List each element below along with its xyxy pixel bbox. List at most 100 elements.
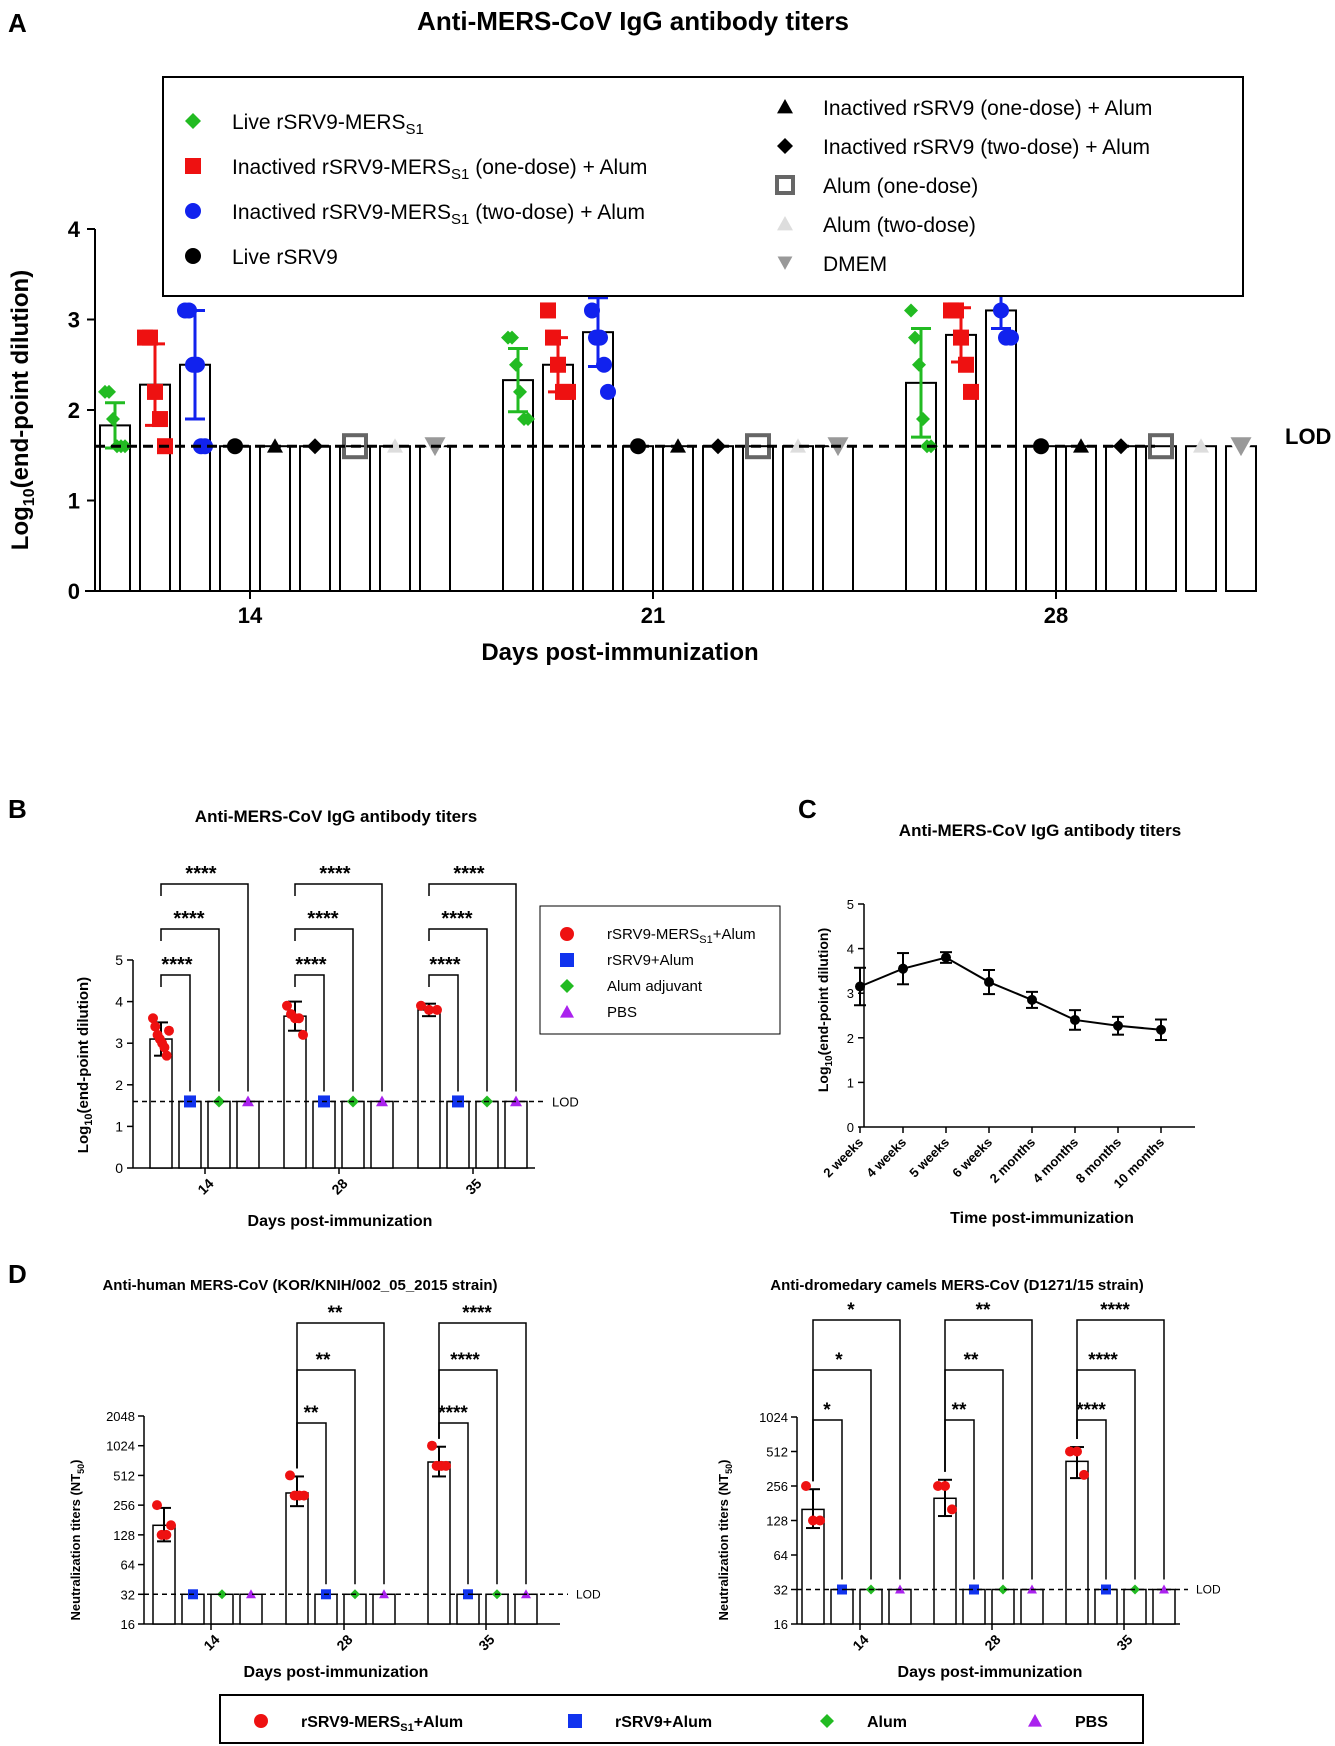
panel-a-data-point — [908, 330, 922, 345]
panel-d1-y-tick-label: 32 — [121, 1587, 135, 1602]
panel-a-data-point — [540, 302, 556, 319]
panel-d2-significance-label: **** — [1100, 1300, 1130, 1321]
panel-c-chart: Anti-MERS-CoV IgG antibody titers Log10(e… — [815, 821, 1195, 1227]
panel-d2-significance-label: ** — [964, 1350, 979, 1371]
panel-b-data-point — [159, 1042, 170, 1053]
panel-d2-data-point — [1072, 1446, 1082, 1457]
panel-d1-significance-bracket — [296, 1322, 385, 1585]
panel-a-data-point — [545, 329, 561, 346]
panel-a-bar — [702, 445, 734, 593]
panel-b-significance-bracket — [294, 974, 325, 1092]
panel-b-bar — [236, 1100, 260, 1169]
panel-b-bar — [446, 1100, 470, 1169]
panel-a-y-tick-label: 1 — [68, 489, 80, 514]
panel-c-data-point — [984, 977, 994, 988]
panel-d2-category-label: 28 — [981, 1631, 1003, 1653]
panel-d1-data-point — [217, 1589, 227, 1600]
panel-b-legend-marker — [560, 927, 574, 941]
panel-b-bar — [475, 1100, 499, 1169]
panel-d2-significance-label: ** — [952, 1400, 967, 1421]
panel-c-y-tick-label: 0 — [847, 1120, 854, 1135]
panel-a-legend-marker — [775, 175, 795, 195]
panel-a-bar — [742, 445, 774, 593]
panel-d1-data-point — [285, 1470, 295, 1481]
panel-b-category-label: 14 — [194, 1175, 216, 1197]
panel-a-data-point — [904, 303, 918, 318]
panel-d2-data-point — [1079, 1469, 1089, 1480]
panel-b-data-point — [150, 1021, 161, 1032]
panel-a-data-point — [147, 383, 163, 400]
panel-d2-chart: Anti-dromedary camels MERS-CoV (D1271/15… — [716, 1277, 1221, 1681]
panel-d1-category-label: 14 — [200, 1631, 222, 1653]
panel-b-bar — [417, 1009, 441, 1169]
panel-a-data-point — [521, 412, 535, 427]
panel-a-bar — [419, 445, 451, 593]
panel-a-legend-marker — [185, 113, 201, 129]
panel-a-legend-label: Inactived rSRV9-MERSS1 (two-dose) + Alum — [232, 201, 645, 228]
panel-a-chart: Anti-MERS-CoV IgG antibody titers Log10(e… — [7, 6, 1331, 666]
panel-d2-significance-bracket — [812, 1319, 901, 1580]
panel-c-x-tick-label: 2 weeks — [820, 1135, 866, 1181]
panel-b-data-point — [424, 1004, 434, 1015]
panel-d1-bar — [372, 1593, 396, 1625]
panel-d2-significance-bracket — [1076, 1319, 1165, 1580]
panel-d1-category-label: 35 — [475, 1631, 497, 1653]
panel-c-x-tick-label: 4 weeks — [863, 1135, 909, 1181]
panel-d2-x-label: Days post-immunization — [898, 1664, 1083, 1681]
panel-b-significance-bracket — [160, 974, 191, 1092]
panel-b-bar — [312, 1100, 336, 1169]
panel-d2-data-point — [1159, 1584, 1169, 1594]
panel-d1-significance-label: **** — [450, 1350, 480, 1371]
panel-d-legend-label: rSRV9-MERSS1+Alum — [301, 1714, 463, 1734]
panel-b-significance-bracket — [294, 883, 383, 1092]
panel-b-bar — [341, 1100, 365, 1169]
panel-a-y-tick-label: 0 — [68, 579, 80, 604]
panel-a-data-point — [1003, 329, 1019, 346]
panel-b-significance-bracket — [294, 928, 354, 1092]
panel-c-title: Anti-MERS-CoV IgG antibody titers — [899, 821, 1181, 840]
panel-a-data-point — [993, 302, 1009, 319]
panel-a-data-point — [953, 329, 969, 346]
panel-c-y-tick-label: 5 — [847, 897, 854, 912]
panel-b-significance-label: **** — [429, 954, 460, 976]
panel-d1-significance-label: **** — [462, 1303, 492, 1324]
panel-d2-bar — [1123, 1588, 1147, 1625]
panel-b-significance-bracket — [428, 928, 488, 1092]
panel-a-legend-label: Alum (one-dose) — [823, 175, 978, 198]
panel-b-lod-label: LOD — [552, 1094, 579, 1109]
panel-b-y-tick-label: 1 — [115, 1118, 123, 1134]
panel-c-x-tick-label: 2 months — [987, 1135, 1038, 1186]
panel-d1-significance-label: ** — [328, 1303, 343, 1324]
panel-b-legend-box — [539, 905, 781, 1035]
panel-a-data-point — [958, 356, 974, 373]
panel-b-data-point — [416, 1000, 426, 1011]
panel-a-data-point — [916, 412, 930, 427]
panel-a-data-point — [592, 329, 608, 346]
panel-d2-data-point — [815, 1515, 825, 1526]
panel-d2-y-tick-label: 64 — [774, 1548, 788, 1563]
panel-d2-bar — [888, 1588, 912, 1625]
panel-d1-bar — [285, 1492, 309, 1625]
panel-a-data-point — [1225, 434, 1257, 463]
panel-a-data-point — [513, 384, 527, 399]
panel-c-data-point — [1113, 1020, 1123, 1031]
panel-a-data-point — [387, 438, 403, 453]
panel-a-bar — [622, 445, 654, 593]
panel-d2-title: Anti-dromedary camels MERS-CoV (D1271/15… — [770, 1277, 1143, 1294]
panel-a-data-point — [1193, 438, 1209, 453]
panel-c-x-tick-label: 4 months — [1030, 1135, 1081, 1186]
panel-a-bar — [299, 445, 331, 593]
panel-b-legend-label: PBS — [607, 1004, 637, 1021]
panel-d-legend-marker — [568, 1714, 582, 1728]
panel-a-y-tick-label: 2 — [68, 398, 80, 423]
panel-b-y-tick-label: 2 — [115, 1077, 123, 1093]
panel-a-title: Anti-MERS-CoV IgG antibody titers — [417, 6, 849, 36]
panel-a-legend-label: Live rSRV9-MERSS1 — [232, 111, 424, 138]
panel-d2-y-tick-label: 128 — [766, 1514, 788, 1529]
panel-d1-y-tick-label: 512 — [113, 1468, 135, 1483]
panel-c-data-point — [941, 952, 951, 963]
panel-b-category-label: 28 — [328, 1175, 350, 1197]
panel-a-bar — [1025, 445, 1057, 593]
panel-c-data-point — [1070, 1014, 1080, 1025]
panel-b-data-point — [294, 1013, 304, 1024]
